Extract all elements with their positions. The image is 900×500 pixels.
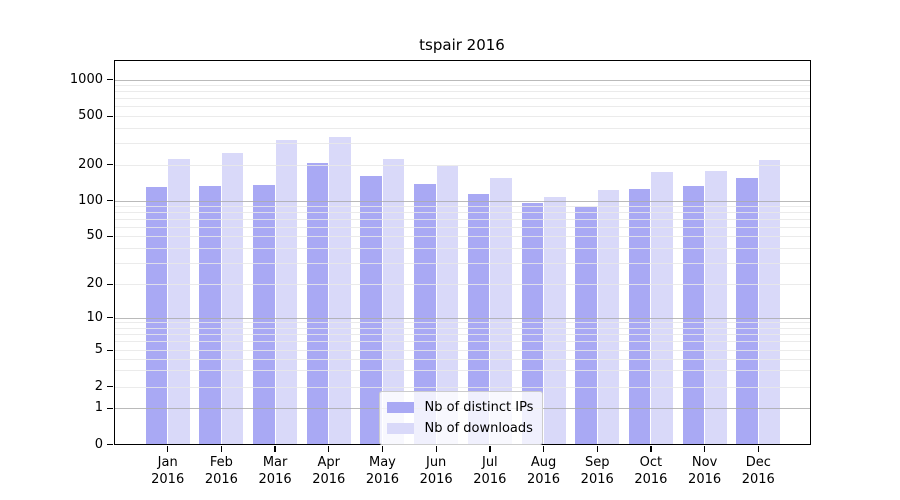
bar-nb-of-distinct-ips-sep-2016 (575, 207, 597, 445)
bar-nb-of-downloads-feb-2016 (221, 152, 244, 445)
y-tick-mark (107, 283, 113, 286)
x-tick-mark (542, 445, 545, 452)
bar-nb-of-distinct-ips-jan-2016 (145, 186, 168, 445)
x-tick-label: Apr 2016 (312, 455, 346, 487)
legend-label-distinct-ips: Nb of distinct IPs (424, 399, 534, 415)
y-tick-label: 1 (94, 400, 103, 415)
x-tick-mark (435, 445, 437, 452)
x-tick-label: Aug 2016 (526, 455, 561, 487)
x-tick-mark (650, 445, 652, 452)
bar-nb-of-distinct-ips-feb-2016 (199, 186, 221, 445)
bars-layer (114, 60, 812, 445)
bar-nb-of-distinct-ips-mar-2016 (253, 184, 275, 445)
x-tick-mark (704, 445, 706, 452)
x-tick-label: Nov 2016 (688, 455, 722, 487)
chart-title: tspair 2016 (419, 36, 505, 54)
bar-nb-of-distinct-ips-oct-2016 (628, 189, 651, 445)
bar-nb-of-downloads-jul-2016 (490, 177, 512, 445)
bar-nb-of-distinct-ips-may-2016 (360, 176, 382, 445)
y-tick-label: 20 (86, 276, 103, 292)
bar-nb-of-distinct-ips-apr-2016 (306, 163, 329, 445)
y-tick-mark (107, 235, 113, 237)
y-tick-label: 500 (78, 108, 103, 123)
bar-nb-of-downloads-apr-2016 (329, 137, 351, 445)
bar-nb-of-distinct-ips-nov-2016 (682, 185, 705, 445)
y-tick-label: 50 (86, 228, 103, 243)
bar-nb-of-downloads-aug-2016 (544, 196, 566, 445)
x-tick-mark (167, 445, 169, 452)
bar-nb-of-downloads-nov-2016 (705, 170, 727, 445)
x-tick-mark (489, 445, 491, 452)
y-tick-label: 10 (86, 309, 103, 325)
bar-nb-of-distinct-ips-dec-2016 (736, 177, 758, 445)
legend-swatch-downloads (386, 422, 414, 434)
y-tick-mark (107, 115, 113, 117)
y-tick-label: 0 (94, 436, 103, 452)
legend-item-distinct-ips: Nb of distinct IPs (386, 397, 534, 418)
legend-swatch-distinct-ips (386, 401, 414, 413)
y-tick-mark (107, 407, 113, 409)
x-tick-label: Jun 2016 (419, 455, 453, 487)
plot-area: Nb of distinct IPs Nb of downloads (113, 59, 812, 445)
bar-nb-of-downloads-jan-2016 (168, 159, 190, 445)
x-tick-mark (220, 445, 223, 452)
x-tick-label: Feb 2016 (204, 455, 238, 487)
y-tick-mark (107, 349, 113, 351)
x-tick-label: May 2016 (365, 455, 399, 487)
bar-nb-of-downloads-mar-2016 (275, 139, 298, 445)
y-tick-label: 100 (78, 192, 103, 208)
x-tick-mark (328, 445, 330, 452)
x-tick-mark (381, 445, 384, 452)
y-tick-mark (107, 164, 113, 166)
x-tick-label: Dec 2016 (741, 455, 775, 487)
x-tick-mark (757, 445, 759, 452)
y-tick-mark (107, 317, 113, 319)
x-tick-label: Oct 2016 (634, 455, 668, 487)
y-tick-label: 200 (78, 156, 103, 172)
y-tick-mark (107, 79, 113, 81)
y-tick-mark (107, 200, 113, 202)
y-tick-mark (107, 386, 113, 388)
legend-label-downloads: Nb of downloads (424, 420, 533, 436)
bar-nb-of-downloads-jun-2016 (436, 165, 459, 445)
bar-nb-of-distinct-ips-jun-2016 (414, 183, 436, 445)
bar-nb-of-distinct-ips-jul-2016 (467, 194, 490, 445)
legend: Nb of distinct IPs Nb of downloads (378, 390, 544, 445)
x-tick-mark (596, 445, 598, 452)
y-tick-label: 1000 (69, 71, 103, 87)
y-tick-label: 5 (94, 342, 103, 357)
bar-nb-of-downloads-dec-2016 (758, 159, 781, 445)
legend-item-downloads: Nb of downloads (386, 418, 534, 439)
x-tick-mark (274, 445, 276, 452)
bar-nb-of-downloads-may-2016 (382, 158, 405, 445)
bar-nb-of-downloads-oct-2016 (651, 172, 673, 445)
x-tick-label: Jan 2016 (151, 455, 185, 487)
x-tick-label: Mar 2016 (258, 455, 292, 487)
x-tick-label: Jul 2016 (473, 455, 507, 487)
bar-nb-of-downloads-sep-2016 (597, 189, 620, 445)
x-tick-label: Sep 2016 (580, 455, 614, 487)
y-tick-label: 2 (94, 378, 103, 394)
y-tick-mark (107, 444, 113, 446)
